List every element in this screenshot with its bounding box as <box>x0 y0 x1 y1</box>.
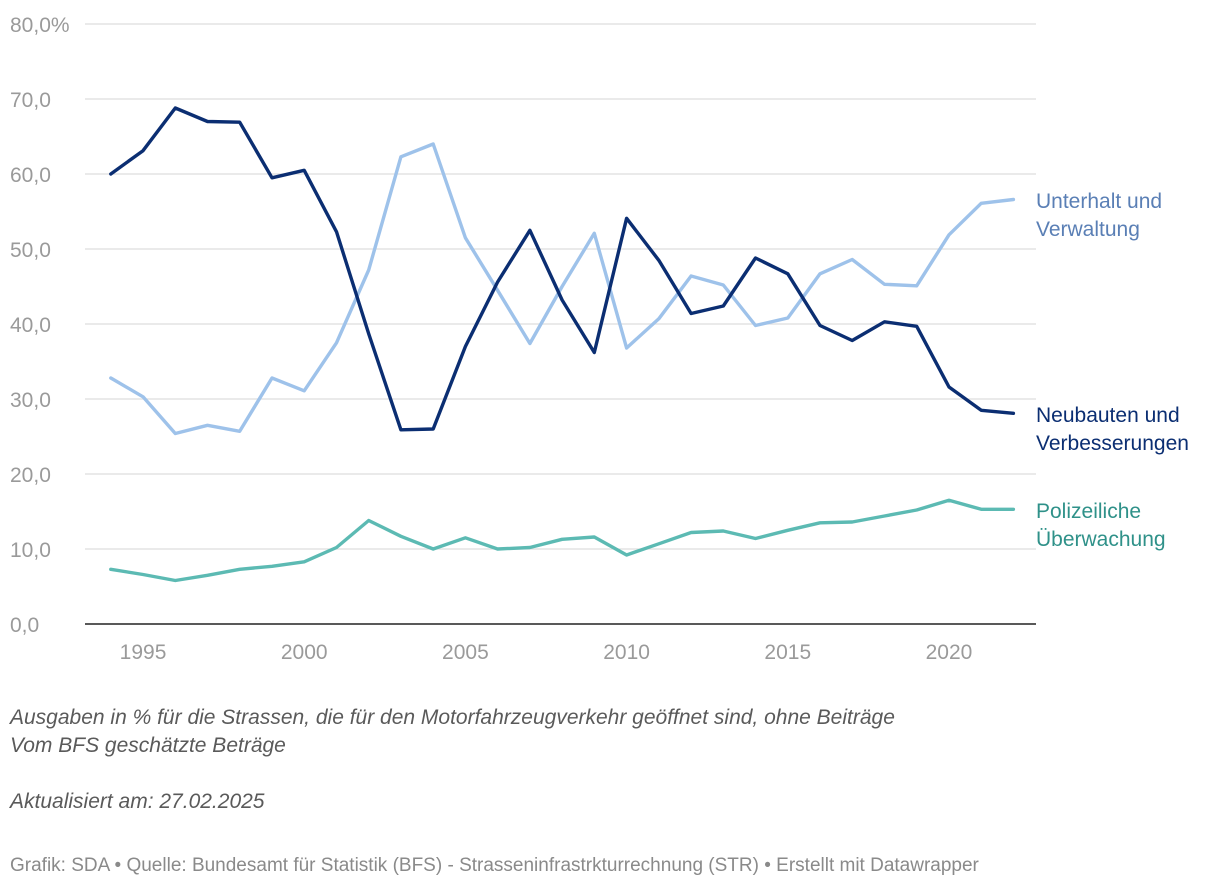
note-estimate: Vom BFS geschätzte Beträge <box>10 734 286 757</box>
series-label-1: Unterhalt und <box>1036 190 1162 213</box>
series-line-2 <box>109 106 1016 432</box>
series-label-3: Überwachung <box>1036 528 1166 551</box>
y-tick-label: 20,0 <box>10 464 51 487</box>
series-label-2: Verbesserungen <box>1036 432 1189 455</box>
y-tick-label: 30,0 <box>10 389 51 412</box>
x-tick-label: 2000 <box>281 641 328 664</box>
y-tick-label: 50,0 <box>10 239 51 262</box>
line-chart: 0,0 10,0 20,0 30,0 40,0 50,0 60,0 70,0 80,0% 1995… <box>10 14 1189 664</box>
series-line-1 <box>109 142 1016 436</box>
series-layer <box>109 106 1016 583</box>
x-tick-label: 1995 <box>120 641 167 664</box>
x-tick-label: 2015 <box>764 641 811 664</box>
x-tick-label: 2010 <box>603 641 650 664</box>
note-description: Ausgaben in % für die Strassen, die für … <box>10 706 895 729</box>
y-tick-label: 40,0 <box>10 314 51 337</box>
updated-date: Aktualisiert am: 27.02.2025 <box>10 790 265 813</box>
x-tick-label: 2005 <box>442 641 489 664</box>
label-layer: Unterhalt und Verwaltung Neubauten und Verb… <box>1036 190 1189 551</box>
y-tick-label: 80,0% <box>10 14 70 37</box>
source-footer: Grafik: SDA • Quelle: Bundesamt für Stat… <box>10 855 979 876</box>
grid-layer <box>85 23 1036 550</box>
chart-notes: Ausgaben in % für die Strassen, die für … <box>10 704 895 760</box>
series-label-1: Verwaltung <box>1036 218 1140 241</box>
series-line-3 <box>109 498 1016 583</box>
y-tick-label: 70,0 <box>10 89 51 112</box>
x-tick-label: 2020 <box>926 641 973 664</box>
series-label-2: Neubauten und <box>1036 404 1180 427</box>
y-tick-label: 60,0 <box>10 164 51 187</box>
y-tick-label: 0,0 <box>10 614 39 637</box>
y-tick-label: 10,0 <box>10 539 51 562</box>
series-label-3: Polizeiliche <box>1036 500 1141 523</box>
axis-layer: 0,0 10,0 20,0 30,0 40,0 50,0 60,0 70,0 80,0% 1995… <box>10 14 1036 664</box>
